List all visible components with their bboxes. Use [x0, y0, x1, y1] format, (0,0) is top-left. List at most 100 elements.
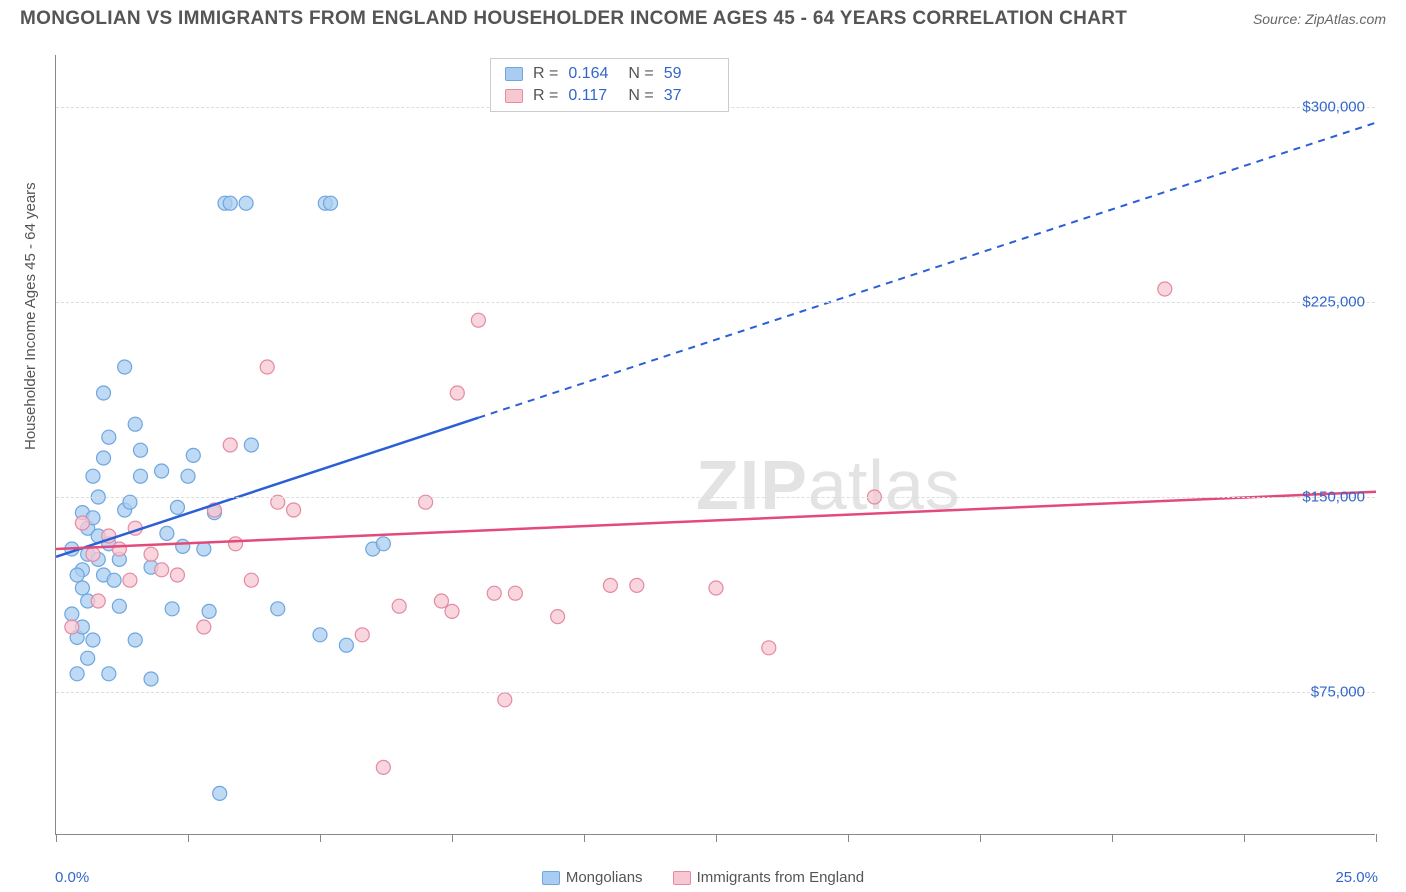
- data-point: [487, 586, 501, 600]
- legend-swatch: [505, 67, 523, 81]
- data-point: [170, 500, 184, 514]
- data-point: [202, 604, 216, 618]
- data-point: [313, 628, 327, 642]
- data-point: [86, 547, 100, 561]
- y-axis-title: Householder Income Ages 45 - 64 years: [22, 182, 39, 450]
- data-point: [97, 451, 111, 465]
- scatter-svg: [56, 55, 1375, 834]
- data-point: [324, 196, 338, 210]
- x-tick: [56, 834, 57, 842]
- stat-r-value: 0.117: [568, 87, 618, 105]
- data-point: [123, 573, 137, 587]
- chart-plot-area: ZIPatlas $75,000$150,000$225,000$300,000: [55, 55, 1375, 835]
- data-point: [630, 578, 644, 592]
- y-tick-label: $150,000: [1302, 489, 1365, 506]
- data-point: [450, 386, 464, 400]
- data-point: [133, 443, 147, 457]
- data-point: [97, 386, 111, 400]
- legend-item: Immigrants from England: [673, 869, 865, 886]
- stats-row: R = 0.117 N = 37: [505, 85, 714, 107]
- data-point: [70, 667, 84, 681]
- data-point: [118, 360, 132, 374]
- data-point: [81, 651, 95, 665]
- x-tick: [848, 834, 849, 842]
- data-point: [376, 537, 390, 551]
- data-point: [213, 786, 227, 800]
- x-tick: [1244, 834, 1245, 842]
- data-point: [762, 641, 776, 655]
- legend-swatch: [673, 871, 691, 885]
- data-point: [160, 526, 174, 540]
- data-point: [223, 196, 237, 210]
- data-point: [355, 628, 369, 642]
- stat-n-label: N =: [628, 87, 653, 105]
- gridline: [56, 692, 1375, 693]
- x-tick: [188, 834, 189, 842]
- legend-item: Mongolians: [542, 869, 643, 886]
- data-point: [287, 503, 301, 517]
- stats-row: R = 0.164 N = 59: [505, 63, 714, 85]
- data-point: [102, 667, 116, 681]
- data-point: [197, 542, 211, 556]
- y-tick-label: $225,000: [1302, 294, 1365, 311]
- legend-bottom: Mongolians Immigrants from England: [0, 869, 1406, 886]
- data-point: [244, 573, 258, 587]
- data-point: [445, 604, 459, 618]
- data-point: [144, 547, 158, 561]
- data-point: [75, 516, 89, 530]
- trend-line-extrapolated: [478, 123, 1376, 418]
- gridline: [56, 497, 1375, 498]
- data-point: [603, 578, 617, 592]
- data-point: [165, 602, 179, 616]
- x-tick: [1112, 834, 1113, 842]
- data-point: [181, 469, 195, 483]
- data-point: [339, 638, 353, 652]
- legend-swatch: [505, 89, 523, 103]
- stat-n-value: 59: [664, 65, 714, 83]
- data-point: [271, 602, 285, 616]
- legend-label: Immigrants from England: [697, 869, 865, 886]
- data-point: [709, 581, 723, 595]
- data-point: [239, 196, 253, 210]
- chart-title: MONGOLIAN VS IMMIGRANTS FROM ENGLAND HOU…: [20, 8, 1127, 30]
- data-point: [170, 568, 184, 582]
- data-point: [112, 542, 126, 556]
- data-point: [128, 417, 142, 431]
- stat-r-value: 0.164: [568, 65, 618, 83]
- stat-n-value: 37: [664, 87, 714, 105]
- data-point: [102, 430, 116, 444]
- data-point: [75, 581, 89, 595]
- data-point: [434, 594, 448, 608]
- data-point: [155, 563, 169, 577]
- stat-r-label: R =: [533, 65, 558, 83]
- data-point: [197, 620, 211, 634]
- x-tick: [584, 834, 585, 842]
- trend-line: [56, 492, 1376, 549]
- legend-swatch: [542, 871, 560, 885]
- source-label: Source: ZipAtlas.com: [1253, 11, 1386, 27]
- stat-r-label: R =: [533, 87, 558, 105]
- data-point: [91, 594, 105, 608]
- x-tick: [716, 834, 717, 842]
- data-point: [133, 469, 147, 483]
- x-tick: [452, 834, 453, 842]
- data-point: [70, 568, 84, 582]
- y-tick-label: $300,000: [1302, 99, 1365, 116]
- data-point: [551, 610, 565, 624]
- data-point: [376, 760, 390, 774]
- data-point: [144, 672, 158, 686]
- data-point: [1158, 282, 1172, 296]
- data-point: [107, 573, 121, 587]
- stat-n-label: N =: [628, 65, 653, 83]
- x-tick: [1376, 834, 1377, 842]
- data-point: [244, 438, 258, 452]
- data-point: [155, 464, 169, 478]
- data-point: [223, 438, 237, 452]
- data-point: [471, 313, 485, 327]
- y-tick-label: $75,000: [1311, 684, 1365, 701]
- gridline: [56, 302, 1375, 303]
- data-point: [112, 599, 126, 613]
- data-point: [498, 693, 512, 707]
- stats-legend-box: R = 0.164 N = 59 R = 0.117 N = 37: [490, 58, 729, 112]
- x-tick: [320, 834, 321, 842]
